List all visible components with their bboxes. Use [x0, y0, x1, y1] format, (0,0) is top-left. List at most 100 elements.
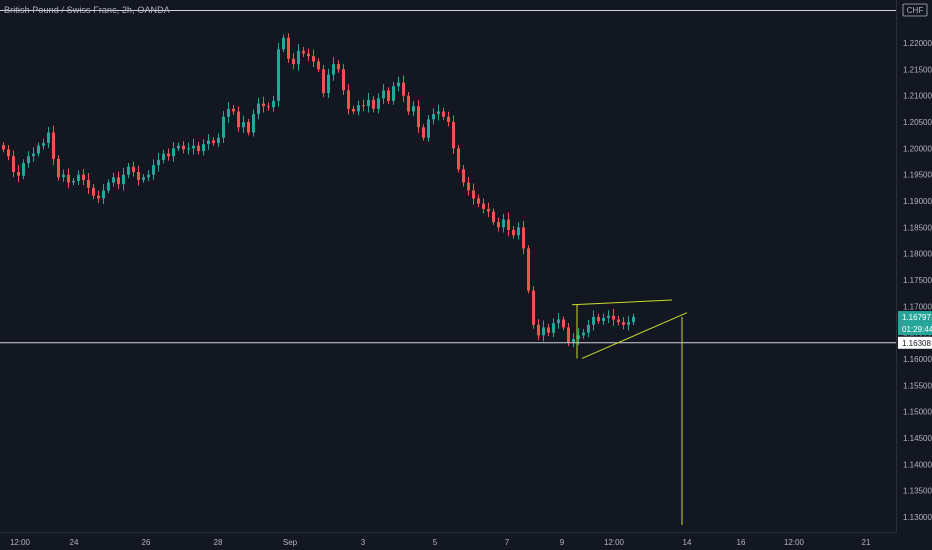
candle-body [597, 316, 600, 322]
candle-body [7, 149, 10, 157]
candle-body [462, 169, 465, 183]
candle-body [317, 61, 320, 70]
candle-body [137, 172, 140, 180]
candle-body [302, 50, 305, 54]
candle-body [392, 86, 395, 101]
candle-body [622, 322, 625, 325]
y-tick-label: 1.18000 [903, 250, 932, 259]
candle-body [472, 190, 475, 199]
candle-body [422, 127, 425, 138]
candle-body [487, 208, 490, 212]
candle-body [467, 182, 470, 191]
x-tick-label: 16 [737, 538, 746, 547]
candle-body [107, 182, 110, 191]
x-tick-label: 26 [142, 538, 151, 547]
candle-body [312, 56, 315, 62]
candle-body [192, 145, 195, 149]
candle-body [342, 69, 345, 91]
candle-body [122, 174, 125, 185]
candle-body [572, 338, 575, 343]
candle-body [457, 148, 460, 170]
candle-body [197, 145, 200, 151]
x-tick-label: 12:00 [604, 538, 625, 547]
candle-body [417, 106, 420, 128]
chart-title: British Pound / Swiss Franc, 2h, OANDA [4, 5, 170, 15]
y-tick-label: 1.20000 [903, 144, 932, 153]
candle-body [57, 158, 60, 178]
y-tick-label: 1.21000 [903, 92, 932, 101]
y-tick-label: 1.18500 [903, 223, 932, 232]
candle-body [542, 327, 545, 336]
x-tick-label: Sep [283, 538, 298, 547]
candle-body [427, 119, 430, 138]
candle-body [272, 100, 275, 108]
candle-body [277, 49, 280, 101]
candle-body [67, 174, 70, 183]
candle-body [632, 316, 635, 323]
candle-body [177, 145, 180, 149]
candle-body [507, 219, 510, 230]
candle-body [132, 166, 135, 173]
candle-body [297, 50, 300, 65]
candle-body [477, 198, 480, 204]
candle-body [287, 37, 290, 59]
candle-body [227, 108, 230, 117]
candle-body [252, 114, 255, 133]
candle-body [32, 153, 35, 157]
candle-body [557, 319, 560, 324]
x-tick-label: 12:00 [10, 538, 31, 547]
candle-body [147, 174, 150, 178]
last-price-badge [898, 311, 932, 336]
candle-body [87, 179, 90, 188]
y-tick-label: 1.13500 [903, 487, 932, 496]
y-tick-label: 1.17000 [903, 302, 932, 311]
x-tick-label: 14 [683, 538, 692, 547]
candle-body [512, 229, 515, 236]
x-tick-label: 9 [560, 538, 565, 547]
candle-body [52, 132, 55, 159]
candle-body [577, 335, 580, 339]
last-price-label: 1.16797 [902, 313, 931, 322]
candles-layer [2, 33, 635, 348]
wedge-upper-line [571, 299, 673, 306]
candle-body [527, 248, 530, 291]
candle-body [442, 111, 445, 117]
level-price-label: 1.16308 [902, 339, 931, 348]
candle-body [282, 37, 285, 50]
candle-body [497, 222, 500, 228]
candle-body [42, 143, 45, 146]
y-tick-label: 1.19000 [903, 197, 932, 206]
candle-body [612, 315, 615, 320]
candle-body [27, 156, 30, 164]
candle-body [167, 153, 170, 157]
level-price-badge [898, 336, 932, 349]
y-tick-label: 1.16000 [903, 355, 932, 364]
candle-body [387, 90, 390, 101]
candle-body [562, 319, 565, 328]
y-tick-label: 1.17500 [903, 276, 932, 285]
candle-body [212, 140, 215, 144]
x-tick-label: 12:00 [784, 538, 805, 547]
candle-body [367, 99, 370, 107]
candle-body [567, 327, 570, 343]
y-tick-label: 1.14500 [903, 434, 932, 443]
candle-body [332, 64, 335, 75]
candle-body [337, 64, 340, 70]
y-tick-label: 1.15500 [903, 381, 932, 390]
drawings-layer [0, 299, 896, 525]
candle-body [47, 132, 50, 144]
candle-body [402, 82, 405, 96]
countdown-label: 01:29:44 [902, 325, 932, 334]
y-tick-label: 1.21500 [903, 65, 932, 74]
candle-body [102, 190, 105, 199]
candle-body [22, 163, 25, 176]
candle-body [292, 58, 295, 65]
candle-body [517, 227, 520, 236]
currency-badge [902, 3, 928, 17]
candle-body [437, 111, 440, 115]
y-tick-label: 1.20500 [903, 118, 932, 127]
candle-body [492, 211, 495, 223]
candle-body [162, 153, 165, 160]
